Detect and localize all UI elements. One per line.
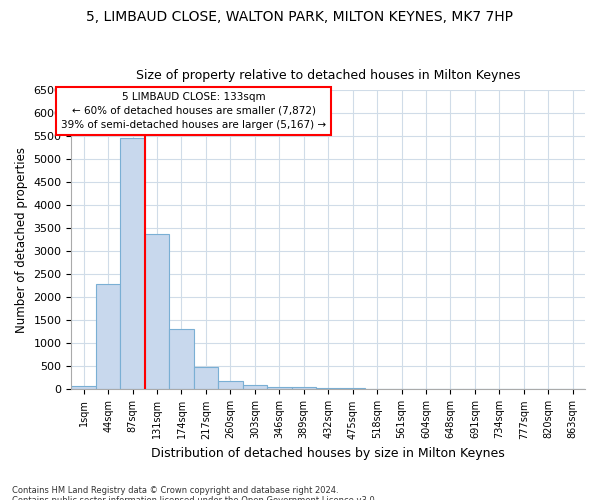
Text: Contains public sector information licensed under the Open Government Licence v3: Contains public sector information licen…	[12, 496, 377, 500]
Bar	[71, 386, 96, 390]
Title: Size of property relative to detached houses in Milton Keynes: Size of property relative to detached ho…	[136, 69, 520, 82]
Y-axis label: Number of detached properties: Number of detached properties	[15, 147, 28, 333]
Text: 5, LIMBAUD CLOSE, WALTON PARK, MILTON KEYNES, MK7 7HP: 5, LIMBAUD CLOSE, WALTON PARK, MILTON KE…	[86, 10, 514, 24]
Bar	[267, 386, 292, 390]
Text: Contains HM Land Registry data © Crown copyright and database right 2024.: Contains HM Land Registry data © Crown c…	[12, 486, 338, 495]
Text: 5 LIMBAUD CLOSE: 133sqm
← 60% of detached houses are smaller (7,872)
39% of semi: 5 LIMBAUD CLOSE: 133sqm ← 60% of detache…	[61, 92, 326, 130]
Bar	[316, 388, 340, 390]
Bar	[340, 388, 365, 390]
Bar	[145, 234, 169, 390]
Bar	[194, 368, 218, 390]
Bar	[169, 328, 194, 390]
Bar	[218, 381, 242, 390]
Bar	[242, 386, 267, 390]
X-axis label: Distribution of detached houses by size in Milton Keynes: Distribution of detached houses by size …	[151, 447, 505, 460]
Bar	[96, 284, 121, 390]
Bar	[121, 138, 145, 390]
Bar	[292, 387, 316, 390]
